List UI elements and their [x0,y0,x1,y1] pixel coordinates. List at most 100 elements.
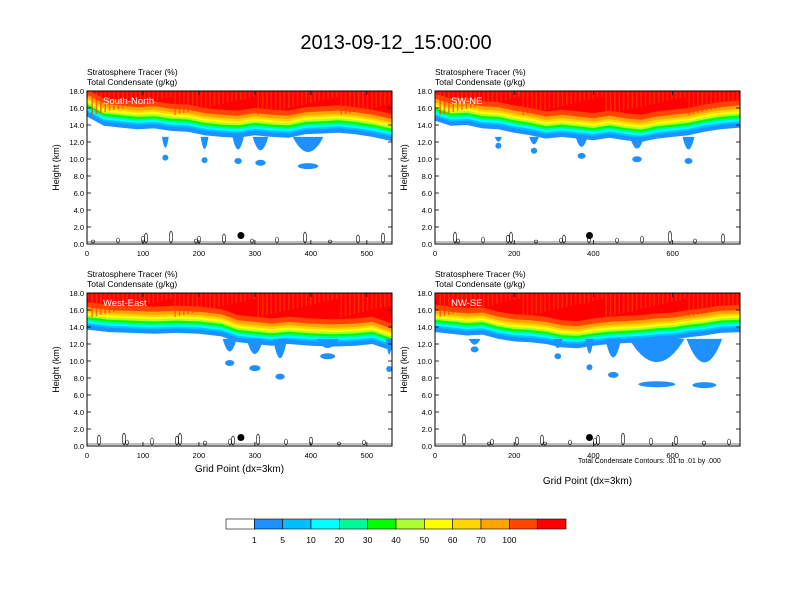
y-tick-label: 0.0 [422,442,432,451]
condensate-contour [668,230,672,244]
tracer-streak [675,293,677,301]
tracer-streak [288,293,290,310]
tracer-streak [165,293,168,300]
tracer-streak [487,293,489,306]
colorbar-swatch [395,518,425,530]
plot-area [435,293,740,446]
y-tick-label: 18.0 [417,87,432,96]
tracer-streak [531,293,533,315]
tracer-streak [323,91,325,100]
condensate-contour [381,232,385,244]
tracer-intrusion-tip [554,353,562,360]
tracer-intrusion-tip [692,382,717,389]
x-tick-label: 100 [137,249,150,258]
tracer-streak [213,91,216,106]
tracer-streak [439,293,441,317]
tracer-streak [684,91,686,97]
tracer-intrusion-tip [255,159,266,166]
condensate-contour [621,432,625,446]
tracer-intrusion-tip [470,346,479,353]
tracer-streak [614,293,616,315]
tracer-streak [362,293,364,312]
tracer-streak [601,91,603,97]
tracer-streak [553,293,555,310]
x-tick-label: 0 [85,451,89,460]
tracer-streak [456,91,459,111]
tracer-streak [139,91,141,104]
tracer-streak [314,293,316,304]
tracer-streak [579,293,581,304]
condensate-contour [481,236,485,244]
tracer-streak [274,91,277,111]
panel-label: SW-NE [451,96,483,107]
tracer-streak [474,293,476,309]
colorbar-swatch [339,518,368,530]
tracer-streak [213,293,216,308]
colorbar-swatch [424,518,453,530]
colorbar-label: 1 [252,535,257,545]
panel-label: NW-SE [451,298,483,309]
condensate-contour [721,233,725,244]
tracer-streak [732,91,734,105]
condensate-contour [702,440,706,446]
panel-title-condensate: Total Condensate (g/kg) [87,77,177,87]
tracer-streak [148,91,150,102]
tracer-band [435,91,740,115]
condensate-contour [116,237,120,244]
tracer-streak [309,293,312,305]
condensate-contour [727,438,731,446]
tracer-streak [375,91,377,107]
tracer-streak [288,91,290,108]
condensate-contour [615,237,619,244]
tracer-streak [452,293,454,314]
colorbar-label: 60 [448,535,458,545]
x-axis-label: Grid Point (dx=3km) [195,464,284,475]
y-tick-label: 2.0 [74,223,84,232]
tracer-streak [161,293,163,301]
condensate-contour [362,439,366,446]
tracer-streak [174,91,176,115]
tracer-streak [526,293,529,316]
tracer-streak [566,293,568,307]
tracer-streak [170,91,172,97]
tracer-streak [226,293,229,305]
plot-frame [86,90,393,245]
tracer-streak [657,91,660,103]
tracer-intrusion-tip [638,381,676,388]
x-tick-label: 500 [361,451,374,460]
tracer-band [87,91,392,114]
tracer-streak [443,293,446,316]
tracer-streak [231,293,233,304]
tracer-streak [622,91,625,111]
panel-title-tracer: Stratosphere Tracer (%) [435,269,526,279]
x-tick-label: 0 [433,451,437,460]
tracer-streak [375,293,377,309]
colorbar-swatch [537,518,567,530]
x-tick-label: 0 [433,249,437,258]
tracer-streak [631,293,634,311]
y-tick-label: 12.0 [69,340,84,349]
tracer-streak [474,91,476,107]
tracer-streak [161,91,163,99]
tracer-streak [535,293,537,314]
tracer-streak [244,293,246,301]
condensate-contour [490,438,494,446]
colorbar-label: 70 [476,535,486,545]
x-tick-label: 200 [508,249,521,258]
tracer-streak [362,91,364,110]
tracer-streak [108,91,111,111]
condensate-contour [228,438,232,446]
tracer-intrusion [161,136,169,148]
tracer-intrusion-tip [234,158,242,164]
tracer-intrusion [629,136,645,149]
condensate-contour [284,438,288,446]
condensate-contour [515,436,519,446]
tracer-streak [196,91,198,110]
tracer-streak [222,293,224,306]
tracer-band [435,293,740,322]
tracer-intrusion [629,338,685,363]
condensate-contour [169,230,173,244]
tracer-streak [117,293,120,311]
y-tick-label: 4.0 [74,408,84,417]
tracer-streak [518,293,520,299]
